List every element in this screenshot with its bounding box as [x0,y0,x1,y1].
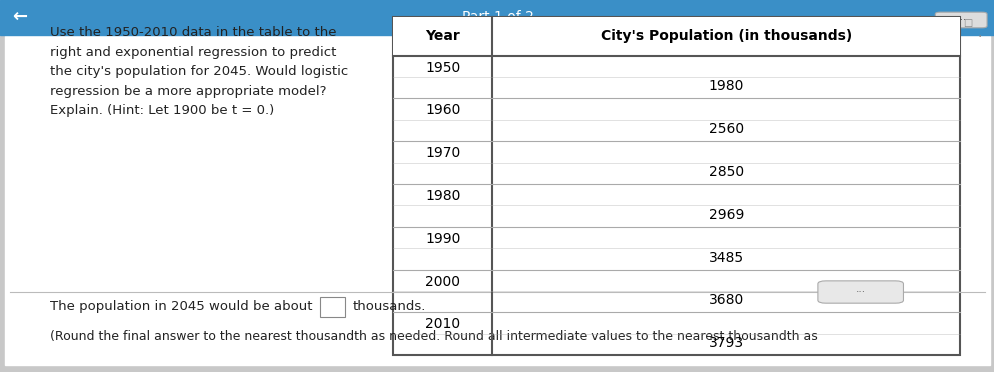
Bar [5,36,989,365]
Bar [319,297,344,317]
Text: 1950: 1950 [424,61,460,75]
FancyBboxPatch shape [817,281,903,303]
Text: 1980: 1980 [708,80,744,93]
Bar [393,17,959,355]
Text: 2850: 2850 [708,165,744,179]
Text: ···: ··· [955,15,965,25]
Text: City's Population (in thousands): City's Population (in thousands) [600,29,851,43]
Text: 3680: 3680 [708,294,744,308]
Text: (Round the final answer to the nearest thousandth as needed. Round all intermedi: (Round the final answer to the nearest t… [50,330,817,343]
Text: 2560: 2560 [708,122,744,136]
Text: ·: · [977,30,981,44]
Text: 1970: 1970 [424,146,460,160]
Text: ···: ··· [855,287,865,297]
Text: 2000: 2000 [424,275,459,289]
Text: 1990: 1990 [424,232,460,246]
Text: Use the 1950-2010 data in the table to the
right and exponential regression to p: Use the 1950-2010 data in the table to t… [50,26,348,117]
Text: 1960: 1960 [424,103,460,118]
Text: The population in 2045 would be about: The population in 2045 would be about [50,301,312,313]
Text: 1980: 1980 [424,189,460,203]
Text: thousands.: thousands. [352,301,425,313]
Text: 3485: 3485 [708,251,744,265]
Text: Year: Year [424,29,459,43]
Bar [393,17,959,56]
Text: Part 1 of 2: Part 1 of 2 [461,10,533,24]
FancyBboxPatch shape [934,12,986,28]
Text: 2010: 2010 [424,317,460,331]
Text: □: □ [962,19,972,28]
Text: 3793: 3793 [708,336,744,350]
Text: ←: ← [12,8,28,26]
Bar [0,0,994,35]
Text: 2969: 2969 [708,208,744,222]
